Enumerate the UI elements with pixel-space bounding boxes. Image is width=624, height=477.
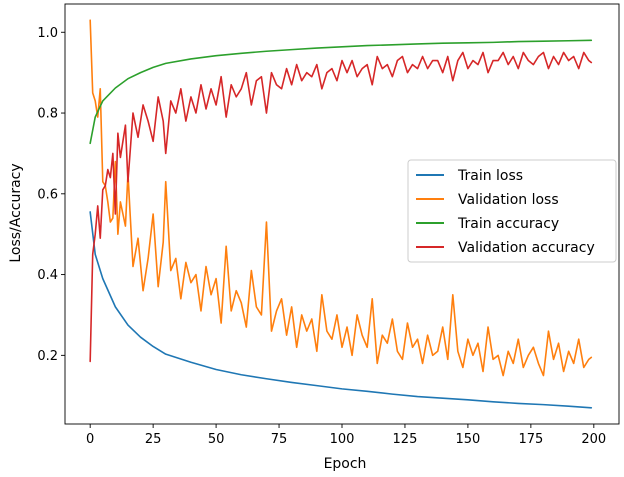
x-tick-label: 25 [145, 432, 162, 447]
series-line-validation-loss [89, 19, 593, 377]
y-tick-label: 0.8 [37, 107, 58, 122]
axes-layer: 0 25 50 75 100 125 150 175 200 0.2 0.4 0.6 0.8 1.0 [37, 3, 620, 447]
series-layer [89, 19, 593, 409]
x-tick-label: 200 [581, 432, 606, 447]
x-tick-label: 125 [393, 432, 418, 447]
x-tick-label: 50 [208, 432, 225, 447]
series-line-train-loss [89, 211, 593, 409]
series-line-train-accuracy [89, 39, 593, 145]
series-line-validation-accuracy [89, 51, 593, 363]
legend-label-validation-loss: Validation loss [458, 192, 559, 208]
x-tick-label: 150 [455, 432, 480, 447]
legend-label-train-accuracy: Train accuracy [457, 216, 559, 232]
x-tick-label: 75 [271, 432, 288, 447]
x-tick-label: 0 [86, 432, 94, 447]
y-tick-label: 1.0 [37, 26, 58, 41]
y-axis-label: Loss/Accuracy [8, 163, 24, 262]
x-tick-label: 175 [518, 432, 543, 447]
y-tick-label: 0.4 [37, 268, 58, 283]
x-axis-label: Epoch [324, 456, 367, 472]
legend-box [407, 159, 617, 263]
y-tick-label: 0.2 [37, 349, 58, 364]
y-tick-label: 0.6 [37, 187, 58, 202]
legend: Train loss Validation loss Train accuracy V… [407, 159, 617, 263]
legend-label-train-loss: Train loss [457, 168, 523, 184]
x-tick-label: 100 [330, 432, 355, 447]
legend-label-validation-accuracy: Validation accuracy [458, 240, 595, 256]
